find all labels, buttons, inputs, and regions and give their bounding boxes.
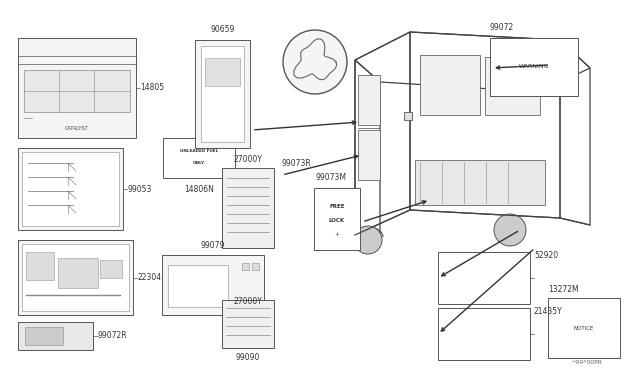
Bar xyxy=(25,327,63,345)
Bar xyxy=(195,40,250,148)
Bar xyxy=(358,75,380,125)
Text: WARNING: WARNING xyxy=(519,64,549,70)
Bar xyxy=(252,263,259,270)
Bar xyxy=(438,308,530,360)
Circle shape xyxy=(283,30,347,94)
Text: 99073M: 99073M xyxy=(316,173,347,183)
Bar xyxy=(438,252,530,304)
Text: 21435Y: 21435Y xyxy=(534,308,563,317)
Text: 52920: 52920 xyxy=(534,251,558,260)
Text: UNLEADED FUEL: UNLEADED FUEL xyxy=(180,149,218,153)
Text: CATALYST: CATALYST xyxy=(65,125,89,131)
Text: 22304: 22304 xyxy=(137,273,161,282)
Bar xyxy=(58,258,98,288)
Text: 99053: 99053 xyxy=(127,185,152,193)
Bar xyxy=(26,252,54,280)
Bar xyxy=(548,298,620,358)
Bar xyxy=(222,300,274,348)
Bar xyxy=(314,188,360,250)
Text: ONLY: ONLY xyxy=(193,161,205,165)
Text: 99090: 99090 xyxy=(236,353,260,362)
Text: ^99*00PR: ^99*00PR xyxy=(570,359,602,365)
Bar xyxy=(18,38,136,138)
Text: FREE: FREE xyxy=(329,203,345,208)
Bar xyxy=(100,260,122,278)
Text: 99072R: 99072R xyxy=(98,331,127,340)
Text: 99073R: 99073R xyxy=(282,160,312,169)
Text: 90659: 90659 xyxy=(211,26,235,35)
Text: 13272M: 13272M xyxy=(548,285,579,295)
Bar xyxy=(404,112,412,120)
Text: 14806N: 14806N xyxy=(184,186,214,195)
Circle shape xyxy=(354,226,382,254)
Bar xyxy=(18,240,133,315)
Text: LOCK: LOCK xyxy=(329,218,345,222)
Bar xyxy=(358,130,380,180)
Bar xyxy=(205,58,240,86)
Bar xyxy=(242,263,249,270)
Bar xyxy=(18,322,93,350)
Bar xyxy=(415,160,545,205)
Text: 27000Y: 27000Y xyxy=(234,298,262,307)
Bar xyxy=(162,255,264,315)
Text: +: + xyxy=(335,231,339,237)
Text: 99072: 99072 xyxy=(490,23,515,32)
Bar xyxy=(22,244,129,311)
Bar xyxy=(163,138,235,178)
Bar xyxy=(222,168,274,248)
Circle shape xyxy=(494,214,526,246)
Text: 14805: 14805 xyxy=(140,83,164,93)
Bar xyxy=(24,70,130,112)
Bar xyxy=(420,55,480,115)
Text: 99079: 99079 xyxy=(201,241,225,250)
Bar xyxy=(201,46,244,142)
Text: 27000Y: 27000Y xyxy=(234,155,262,164)
Text: NOTICE: NOTICE xyxy=(574,326,594,330)
Bar xyxy=(22,152,119,226)
Bar xyxy=(18,148,123,230)
Bar xyxy=(485,57,540,115)
Bar xyxy=(168,265,228,307)
Bar xyxy=(490,38,578,96)
